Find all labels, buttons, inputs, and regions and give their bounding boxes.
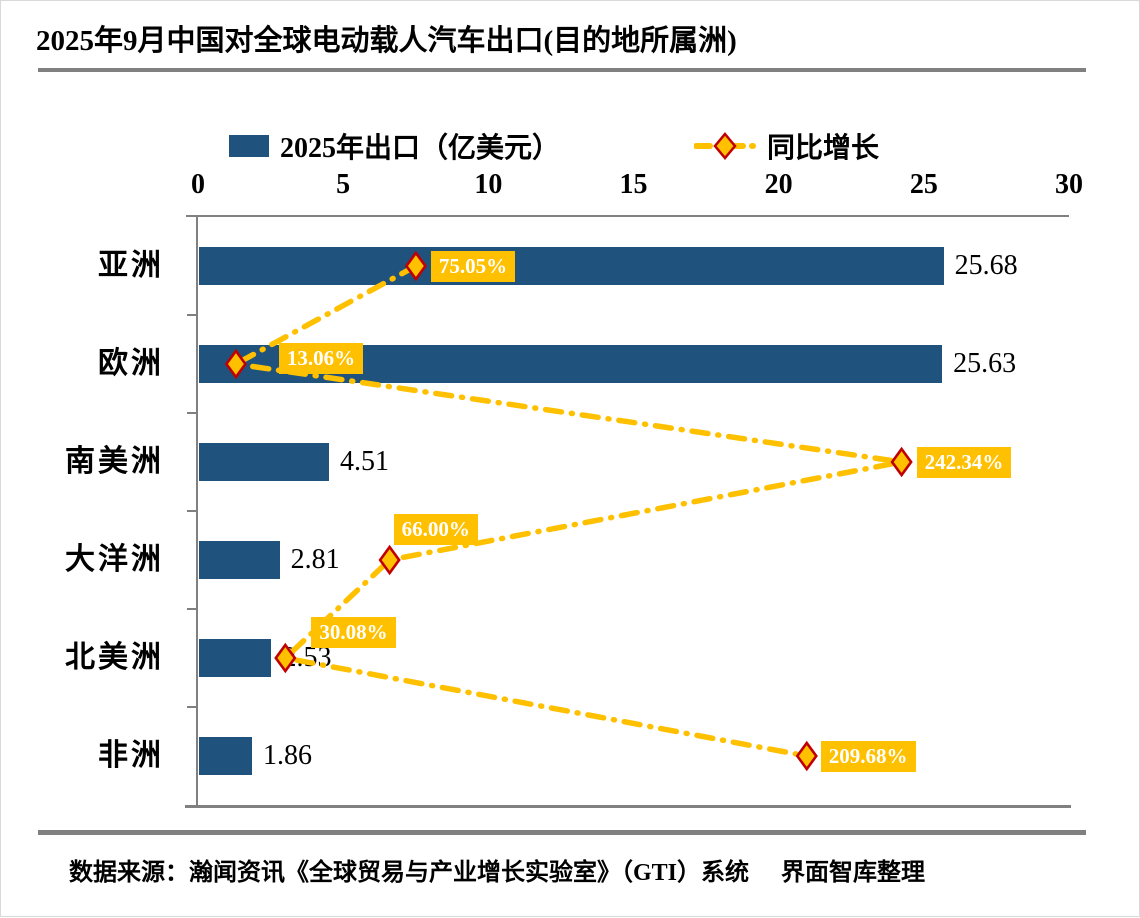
- legend-label-exports: 2025年出口（亿美元）: [280, 133, 561, 164]
- growth-point-marker-icon: [890, 446, 913, 478]
- y-axis-tick: [187, 608, 196, 610]
- category-label: 大洋洲: [65, 543, 164, 576]
- export-bar: [199, 247, 944, 285]
- bar-value-label: 25.68: [954, 250, 1018, 281]
- category-label: 南美洲: [65, 445, 164, 478]
- growth-value-label: 242.34%: [916, 446, 1012, 478]
- growth-value-label: 209.68%: [820, 740, 916, 772]
- y-axis-line: [196, 217, 198, 805]
- x-axis-tick-label: 10: [474, 169, 503, 200]
- bar-value-label: 4.51: [339, 446, 389, 477]
- growth-legend-marker-icon: [694, 132, 756, 160]
- category-label: 北美洲: [65, 641, 164, 674]
- export-bar: [199, 443, 329, 481]
- category-label: 亚洲: [98, 249, 164, 282]
- y-axis-tick: [187, 510, 196, 512]
- export-bar: [199, 639, 272, 677]
- growth-line: [227, 263, 903, 759]
- source-attribution: 界面智库整理: [781, 860, 926, 886]
- source-text: 数据来源：瀚闻资讯《全球贸易与产业增长实验室》（GTI）系统: [69, 860, 750, 886]
- x-axis-tick-label: 25: [909, 169, 938, 200]
- bar-value-label: 2.81: [290, 544, 340, 575]
- growth-value-label: 30.08%: [311, 616, 396, 648]
- x-axis-tick-label: 0: [191, 169, 205, 200]
- y-axis-tick: [187, 412, 196, 414]
- growth-point-marker-icon: [795, 740, 818, 772]
- bar-legend-swatch-icon: [229, 135, 269, 157]
- y-axis-tick: [187, 706, 196, 708]
- source-note: 数据来源：瀚闻资讯《全球贸易与产业增长实验室》（GTI）系统 界面智库整理: [69, 852, 925, 887]
- page-title: 2025年9月中国对全球电动载人汽车出口(目的地所属洲): [36, 25, 737, 57]
- legend-label-growth: 同比增长: [767, 133, 880, 164]
- growth-point-marker-icon: [378, 544, 401, 576]
- bottom-separator: [38, 830, 1086, 835]
- x-axis-tick-label: 15: [619, 169, 648, 200]
- legend-item-exports: 2025年出口（亿美元）: [229, 126, 560, 166]
- bar-value-label: 1.86: [263, 740, 312, 771]
- category-label: 非洲: [98, 739, 164, 772]
- growth-value-label: 75.05%: [430, 250, 516, 282]
- export-bar: [199, 541, 280, 579]
- x-axis-tick-label: 20: [764, 169, 793, 200]
- plot-top-line: [186, 215, 1069, 217]
- y-axis-tick: [187, 314, 196, 316]
- x-axis-tick-label: 30: [1055, 169, 1083, 200]
- growth-value-label: 66.00%: [393, 513, 478, 545]
- category-label: 欧洲: [98, 347, 164, 380]
- export-bar: [199, 737, 252, 775]
- growth-value-label: 13.06%: [278, 342, 364, 374]
- legend-item-growth: 同比增长: [694, 126, 879, 166]
- bar-value-label: 25.63: [953, 348, 1017, 379]
- plot-bottom-line: [185, 805, 1071, 808]
- title-separator: [38, 68, 1086, 72]
- x-axis-tick-label: 5: [336, 169, 351, 200]
